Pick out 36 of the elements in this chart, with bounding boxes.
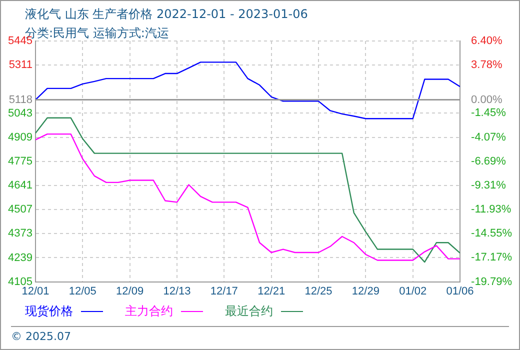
x-tick-label: 12/01 [22,285,50,298]
x-tick-label: 01/06 [446,285,474,298]
y2-tick-label: -6.69% [471,155,506,168]
y2-tick-label: -4.07% [471,131,506,144]
x-tick-label: 12/09 [116,285,144,298]
y-tick-label: 5311 [8,59,32,72]
y-tick-label: 4641 [8,180,32,192]
x-tick-label: 12/29 [352,285,380,298]
y-tick-label: 5043 [8,107,32,120]
y2-tick-label: -17.17% [471,252,512,264]
y2-tick-label: -9.31% [471,179,506,192]
y-tick-label: 4239 [8,252,32,264]
y2-tick-label: 0.00% [471,94,502,106]
x-tick-label: 12/13 [163,285,191,298]
y2-tick-label: 6.40% [471,35,502,48]
x-tick-label: 12/21 [258,285,286,298]
y2-tick-label: -19.79% [471,276,512,288]
y-tick-label: 5118 [8,94,32,106]
legend-label: 最近合约 [225,304,273,318]
y2-tick-label: -14.55% [471,228,512,240]
y-tick-label: 4105 [8,276,32,288]
chart-title: 液化气 山东 生产者价格 2022-12-01 - 2023-01-06 [25,6,308,23]
x-tick-label: 12/17 [210,285,238,298]
y-tick-label: 4373 [8,228,32,240]
text: © 2025.07 [11,326,509,343]
legend-label: 现货价格 [25,304,73,318]
x-tick-label: 01/02 [399,285,427,298]
y-tick-label: 4775 [8,155,32,168]
y-tick-label: 4507 [8,204,32,216]
y2-tick-label: -11.93% [471,204,512,216]
legend-label: 主力合约 [125,304,173,318]
y2-tick-label: -1.45% [471,107,506,120]
y-tick-label: 4909 [8,131,32,144]
x-tick-label: 12/05 [68,285,96,298]
x-tick-label: 12/25 [304,285,332,298]
y2-tick-label: 3.78% [471,59,502,72]
